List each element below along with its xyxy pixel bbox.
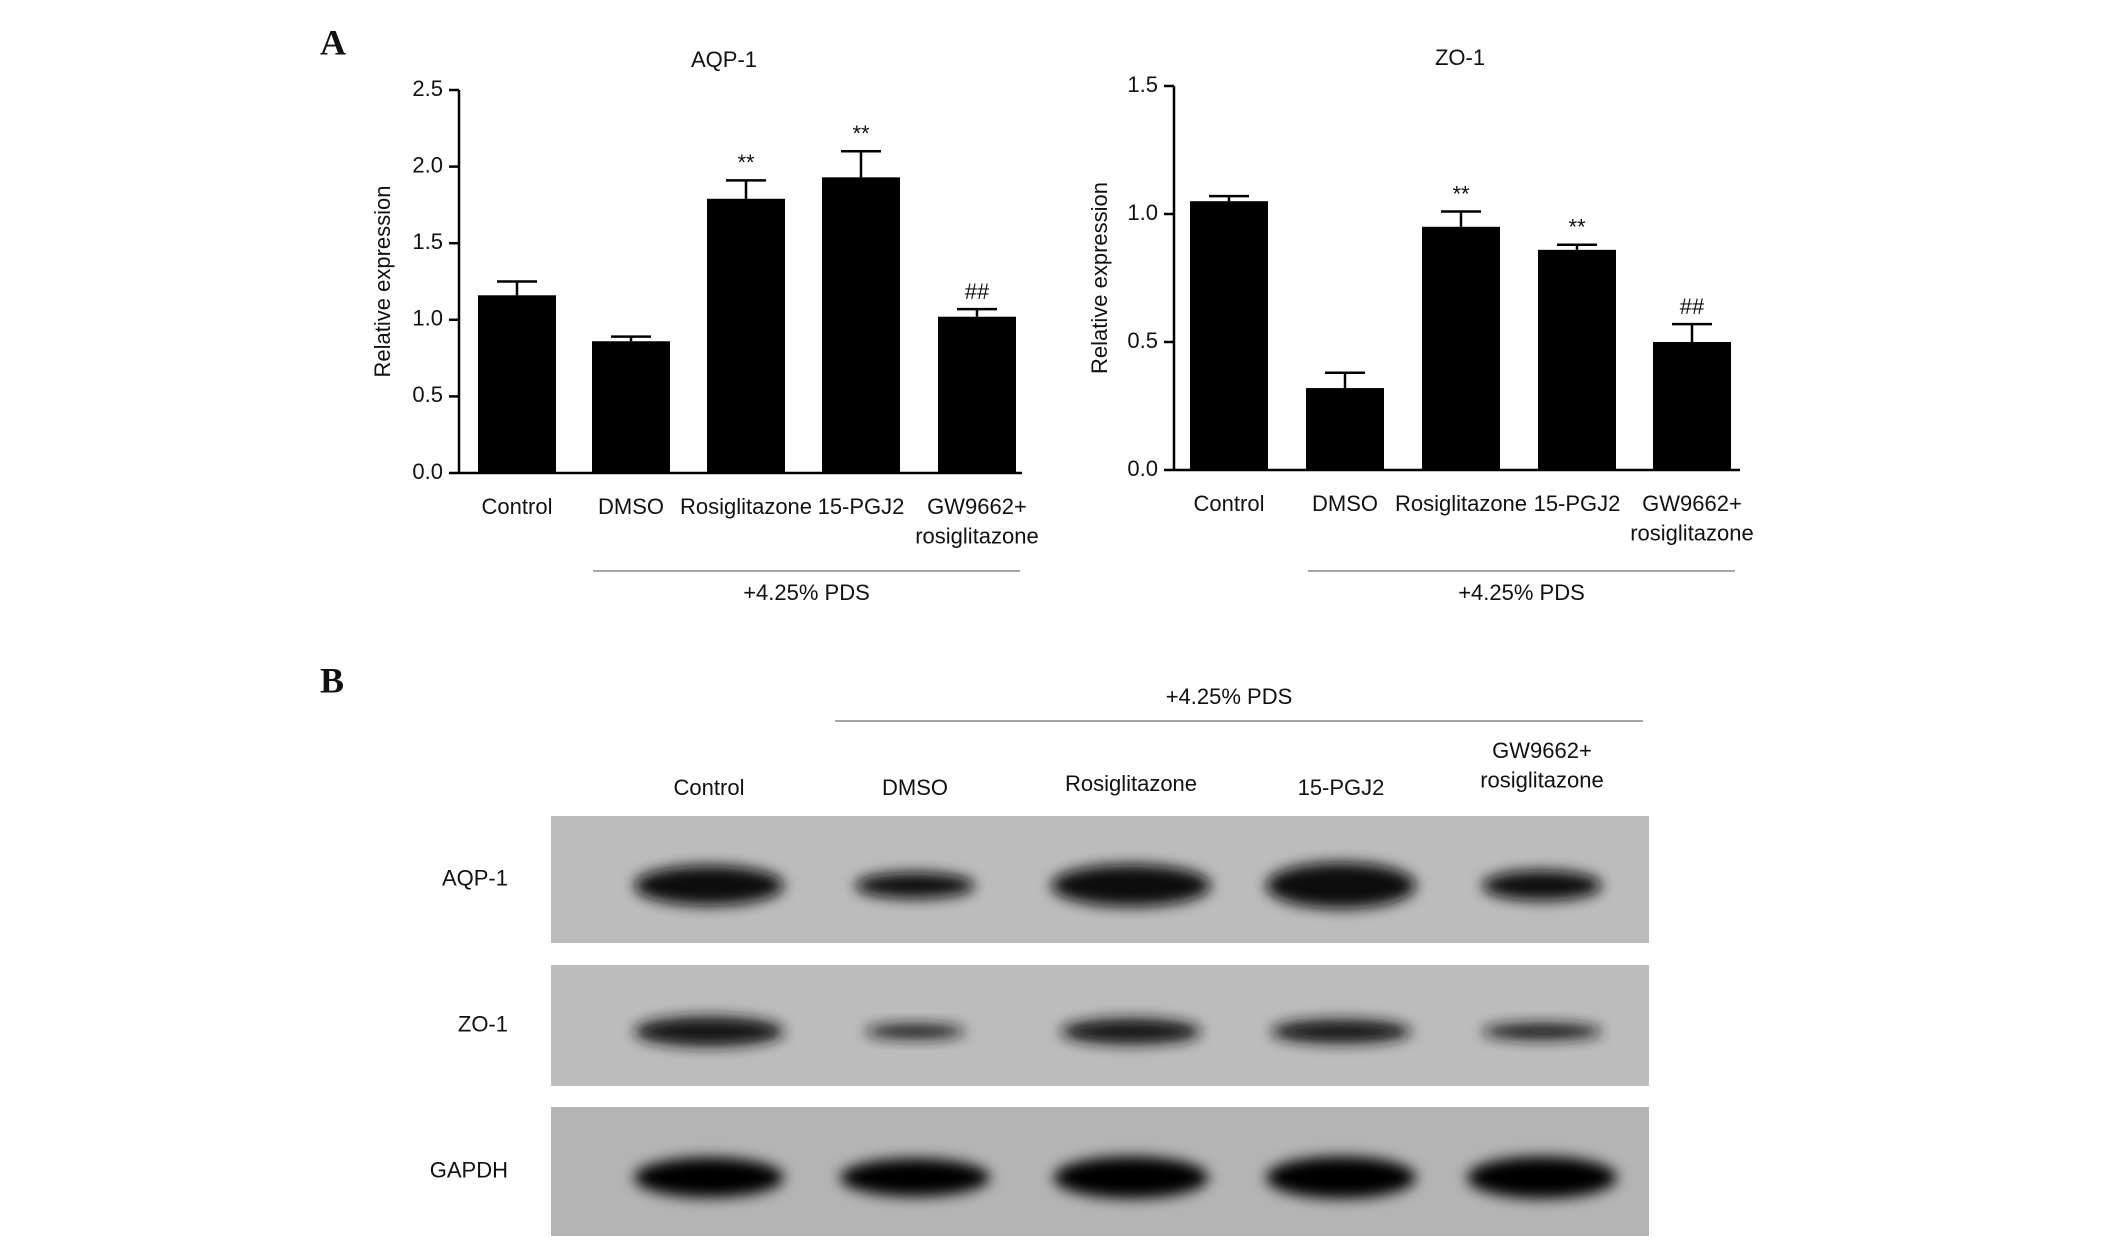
bar	[707, 198, 785, 473]
bar	[1422, 226, 1500, 470]
blot-band	[634, 1016, 784, 1047]
y-tick-label: 1.5	[1127, 72, 1158, 97]
x-tick-label: DMSO	[598, 494, 664, 519]
blot-band	[1051, 864, 1211, 907]
y-tick-label: 0.5	[412, 382, 443, 407]
x-tick-label: DMSO	[1312, 491, 1378, 516]
blot-band	[1061, 1018, 1201, 1045]
y-tick-label: 2.0	[412, 152, 443, 177]
x-tick-label: GW9662+ rosiglitazone	[915, 494, 1039, 549]
blot-band	[840, 1158, 990, 1197]
group-label: +4.25% PDS	[1458, 580, 1585, 605]
significance-label: **	[1452, 181, 1470, 206]
x-tick-label: Control	[482, 494, 553, 519]
significance-label: **	[852, 121, 870, 146]
significance-label: ##	[965, 279, 990, 304]
blot-band	[1271, 1019, 1411, 1044]
y-tick-label: 0.0	[412, 459, 443, 484]
row-label: ZO-1	[458, 1011, 508, 1036]
x-tick-label: GW9662+ rosiglitazone	[1630, 491, 1754, 546]
chart-title: ZO-1	[1435, 45, 1485, 70]
x-tick-label: 15-PGJ2	[1534, 491, 1621, 516]
lane-label: DMSO	[882, 775, 948, 800]
blot-band	[1482, 1023, 1602, 1040]
blot-band	[1266, 862, 1416, 909]
y-axis-label: Relative expression	[1087, 182, 1112, 374]
row-label: AQP-1	[442, 865, 508, 890]
panel-label: A	[320, 22, 346, 62]
blot-band	[634, 865, 784, 906]
panel-label: B	[320, 660, 344, 700]
group-label: +4.25% PDS	[1166, 684, 1293, 709]
bar	[938, 316, 1016, 473]
bar	[478, 295, 556, 473]
blot-band	[1053, 1156, 1209, 1199]
blot-band	[634, 1157, 784, 1198]
blot-band	[1266, 1156, 1416, 1199]
significance-label: **	[1568, 215, 1586, 240]
y-tick-label: 2.5	[412, 76, 443, 101]
bar	[1653, 342, 1731, 470]
blot-band	[865, 1024, 965, 1039]
significance-label: **	[737, 150, 755, 175]
lane-label: Control	[674, 775, 745, 800]
bar	[1538, 249, 1616, 470]
blot-band	[1482, 870, 1602, 901]
row-label: GAPDH	[430, 1157, 508, 1182]
y-tick-label: 1.5	[412, 229, 443, 254]
blot-band	[855, 872, 975, 899]
x-tick-label: 15-PGJ2	[818, 494, 905, 519]
significance-label: ##	[1680, 294, 1705, 319]
y-tick-label: 1.0	[412, 306, 443, 331]
group-label: +4.25% PDS	[743, 580, 870, 605]
chart-title: AQP-1	[691, 47, 757, 72]
blot-band	[1467, 1156, 1617, 1199]
bar	[592, 341, 670, 473]
lane-label: 15-PGJ2	[1298, 775, 1385, 800]
x-tick-label: Rosiglitazone	[680, 494, 812, 519]
y-tick-label: 0.0	[1127, 456, 1158, 481]
y-axis-label: Relative expression	[370, 186, 395, 378]
lane-label: GW9662+ rosiglitazone	[1480, 738, 1604, 793]
bar	[1306, 388, 1384, 470]
y-tick-label: 1.0	[1127, 200, 1158, 225]
x-tick-label: Control	[1194, 491, 1265, 516]
y-tick-label: 0.5	[1127, 328, 1158, 353]
x-tick-label: Rosiglitazone	[1395, 491, 1527, 516]
bar	[822, 177, 900, 473]
lane-label: Rosiglitazone	[1065, 771, 1197, 796]
bar	[1190, 201, 1268, 470]
